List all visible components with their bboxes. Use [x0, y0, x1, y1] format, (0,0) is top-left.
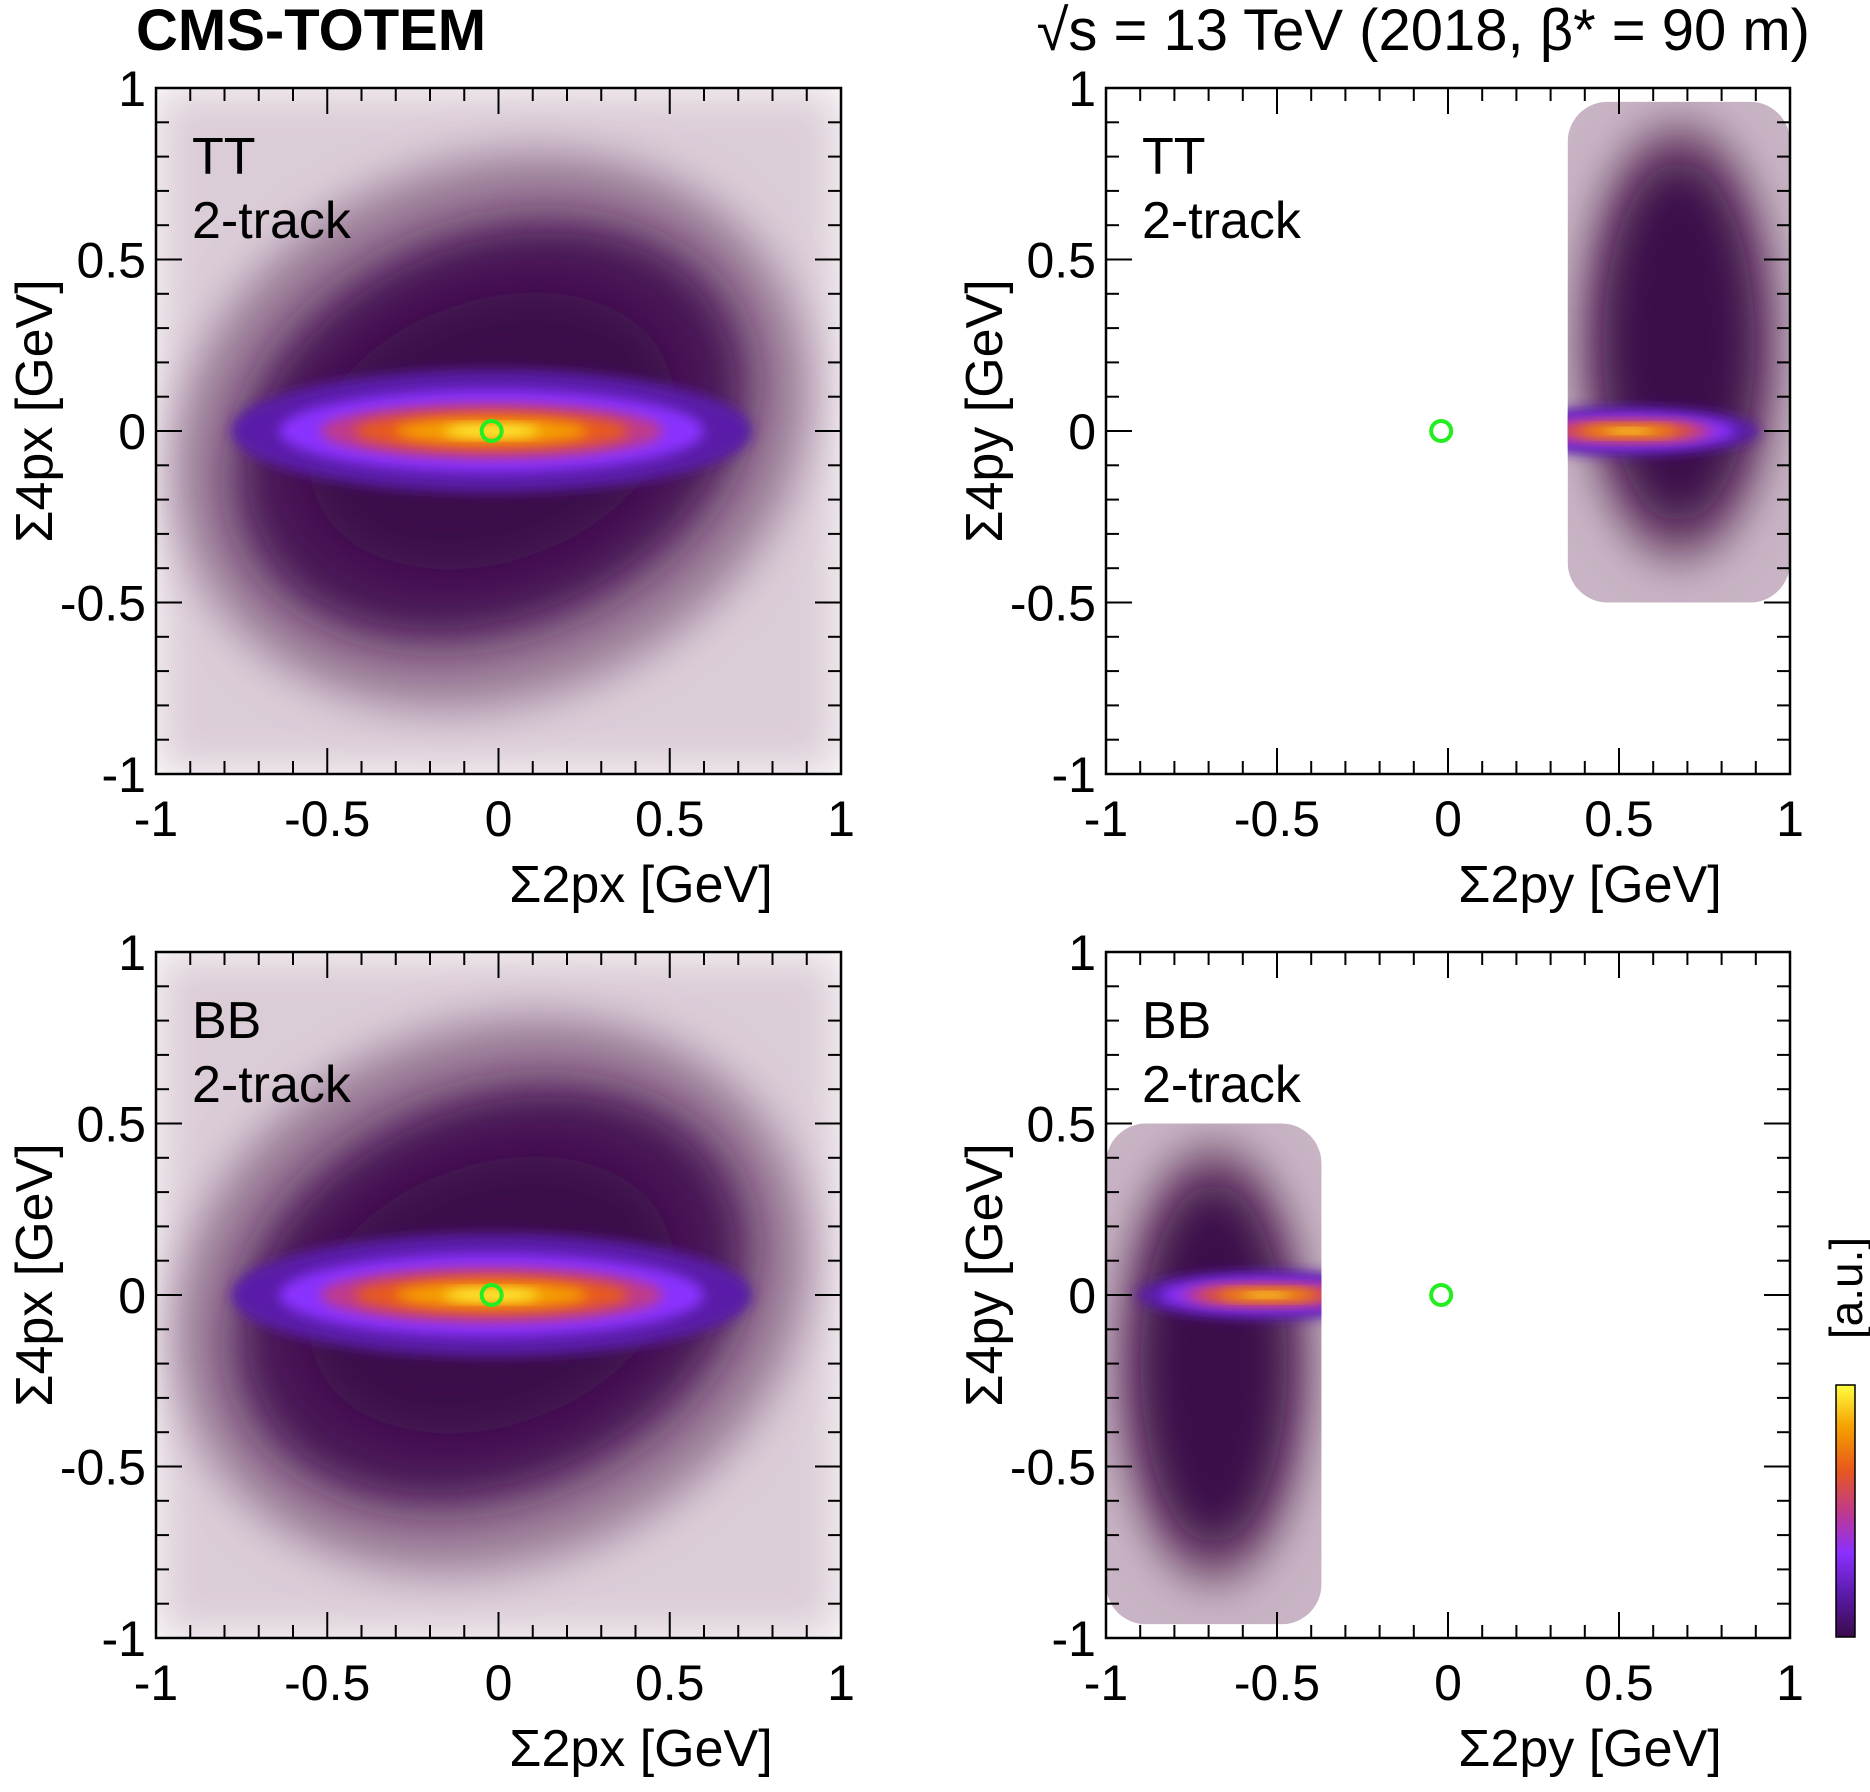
panel-bottom-left: -1 -0.5 0 0.5 1 -1 -0.5 0 0.5 1 Σ2px [GeV] Σ4px [Ge… [6, 925, 855, 1778]
y-tick-label: -1 [102, 1611, 146, 1667]
x-axis-label: Σ2py [GeV] [1458, 856, 1721, 914]
x-tick-label: 1 [827, 791, 855, 847]
y-tick-label: 0 [118, 404, 146, 460]
x-tick-label: -0.5 [1234, 791, 1320, 847]
y-tick-label: 0.5 [76, 1097, 146, 1153]
selection-label: 2-track [192, 1056, 352, 1114]
x-axis-label: Σ2px [GeV] [509, 1720, 772, 1778]
y-axis-label: Σ4px [GeV] [6, 1143, 64, 1406]
selection-label: 2-track [192, 192, 352, 250]
colorbar: [a.u.] [1820, 1237, 1870, 1638]
sample-label: BB [1142, 992, 1211, 1050]
x-tick-label: -1 [1084, 791, 1128, 847]
expected-point-marker [479, 1283, 504, 1307]
x-tick-label: 1 [1776, 791, 1804, 847]
sample-label: BB [192, 992, 261, 1050]
y-tick-label: -0.5 [1010, 1440, 1096, 1496]
x-tick-label: 0.5 [635, 791, 705, 847]
panels-group: -1 -0.5 0 0.5 1 -1 -0.5 0 0.5 1 Σ2px [GeV] Σ4px [Ge… [6, 61, 1804, 1778]
y-axis-label: Σ4py [GeV] [956, 1143, 1014, 1406]
y-tick-label: 1 [1068, 61, 1096, 117]
x-axis-label: Σ2py [GeV] [1458, 1720, 1721, 1778]
experiment-label: CMS-TOTEM [136, 0, 486, 63]
conditions-label: √s = 13 TeV (2018, β* = 90 m) [1037, 0, 1810, 63]
y-tick-label: 0.5 [76, 233, 146, 289]
sample-label: TT [192, 128, 256, 186]
x-tick-label: -0.5 [284, 791, 370, 847]
density-contour [443, 425, 540, 437]
x-tick-label: -1 [1084, 1655, 1128, 1711]
y-tick-label: -1 [1052, 747, 1096, 803]
colorbar-label: [a.u.] [1820, 1237, 1870, 1339]
x-tick-label: -1 [134, 791, 178, 847]
y-axis-label: Σ4px [GeV] [6, 279, 64, 542]
panel-top-left: -1 -0.5 0 0.5 1 -1 -0.5 0 0.5 1 Σ2px [GeV] Σ4px [Ge… [6, 61, 855, 914]
expected-point-marker [479, 419, 504, 443]
colorbar-scale [1835, 1384, 1856, 1638]
panel-bottom-right: -1 -0.5 0 0.5 1 -1 -0.5 0 0.5 1 Σ2py [GeV] Σ4py [Ge… [956, 925, 1804, 1778]
selection-label: 2-track [1142, 192, 1302, 250]
y-tick-label: -1 [1052, 1611, 1096, 1667]
x-tick-label: 0.5 [1584, 791, 1654, 847]
y-tick-label: -0.5 [60, 1440, 146, 1496]
x-tick-label: -1 [134, 1655, 178, 1711]
density-contour [443, 1289, 540, 1301]
panel-top-right: -1 -0.5 0 0.5 1 -1 -0.5 0 0.5 1 Σ2py [GeV] Σ4py [Ge… [956, 61, 1804, 914]
y-tick-label: 0 [1068, 1268, 1096, 1324]
y-tick-label: -0.5 [60, 576, 146, 632]
heatmap-bottom-right [1106, 1123, 1322, 1625]
expected-point-marker [1429, 1283, 1454, 1307]
y-tick-label: 1 [118, 925, 146, 981]
heatmap-top-left [156, 88, 841, 774]
y-tick-label: 0 [1068, 404, 1096, 460]
y-tick-label: 0 [118, 1268, 146, 1324]
x-tick-label: -0.5 [284, 1655, 370, 1711]
density-contour [1605, 428, 1654, 434]
density-contour [1242, 1292, 1291, 1298]
y-tick-label: -0.5 [1010, 576, 1096, 632]
y-tick-label: -1 [102, 747, 146, 803]
x-tick-label: 0 [1434, 791, 1462, 847]
sample-label: TT [1142, 128, 1206, 186]
selection-label: 2-track [1142, 1056, 1302, 1114]
y-axis-label: Σ4py [GeV] [956, 279, 1014, 542]
x-tick-label: 0.5 [1584, 1655, 1654, 1711]
heatmap-top-right [1567, 101, 1790, 603]
y-tick-label: 1 [1068, 925, 1096, 981]
x-tick-label: 1 [827, 1655, 855, 1711]
x-axis-label: Σ2px [GeV] [509, 856, 772, 914]
expected-point-marker [1429, 419, 1454, 443]
x-tick-label: 1 [1776, 1655, 1804, 1711]
x-tick-label: 0 [1434, 1655, 1462, 1711]
heatmap-bottom-left [156, 952, 841, 1638]
x-tick-label: -0.5 [1234, 1655, 1320, 1711]
x-tick-label: 0 [485, 791, 513, 847]
y-tick-label: 0.5 [1026, 233, 1096, 289]
y-tick-label: 1 [118, 61, 146, 117]
y-tick-label: 0.5 [1026, 1097, 1096, 1153]
x-tick-label: 0.5 [635, 1655, 705, 1711]
x-tick-label: 0 [485, 1655, 513, 1711]
